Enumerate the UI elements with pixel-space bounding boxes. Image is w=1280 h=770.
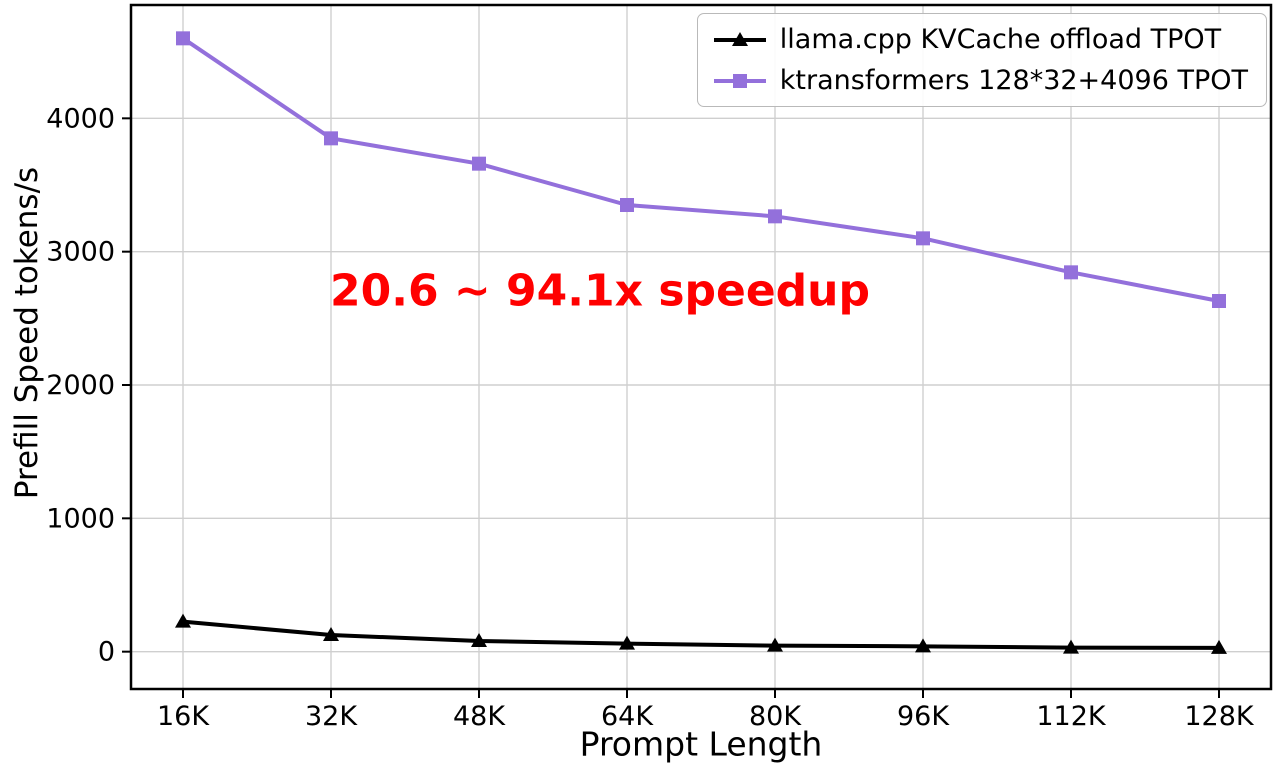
svg-text:0: 0 [98, 637, 115, 668]
legend-item-ktransformers: ktransformers 128*32+4096 TPOT [712, 65, 1248, 96]
svg-text:32K: 32K [305, 701, 358, 732]
svg-text:80K: 80K [749, 701, 802, 732]
svg-text:96K: 96K [897, 701, 950, 732]
y-axis-label: Prefill Speed tokens/s [9, 166, 45, 500]
ktransformers-line-marker-icon [713, 73, 766, 88]
svg-text:48K: 48K [453, 701, 506, 732]
svg-text:16K: 16K [157, 701, 210, 732]
legend: llama.cpp KVCache offload TPOT ktransfor… [696, 13, 1267, 107]
llamacpp-line-marker-icon [713, 31, 766, 46]
svg-text:128K: 128K [1184, 701, 1255, 732]
legend-label-ktransformers: ktransformers 128*32+4096 TPOT [779, 65, 1248, 96]
legend-item-llamacpp: llama.cpp KVCache offload TPOT [712, 24, 1248, 55]
x-axis-label: Prompt Length [579, 724, 823, 764]
svg-text:1000: 1000 [46, 503, 115, 534]
svg-text:3000: 3000 [46, 237, 115, 268]
legend-label-llamacpp: llama.cpp KVCache offload TPOT [779, 24, 1222, 55]
svg-text:2000: 2000 [46, 370, 115, 401]
svg-text:64K: 64K [601, 701, 654, 732]
svg-text:4000: 4000 [46, 103, 115, 134]
speedup-annotation: 20.6 ~ 94.1x speedup [329, 265, 871, 317]
svg-text:112K: 112K [1036, 701, 1107, 732]
